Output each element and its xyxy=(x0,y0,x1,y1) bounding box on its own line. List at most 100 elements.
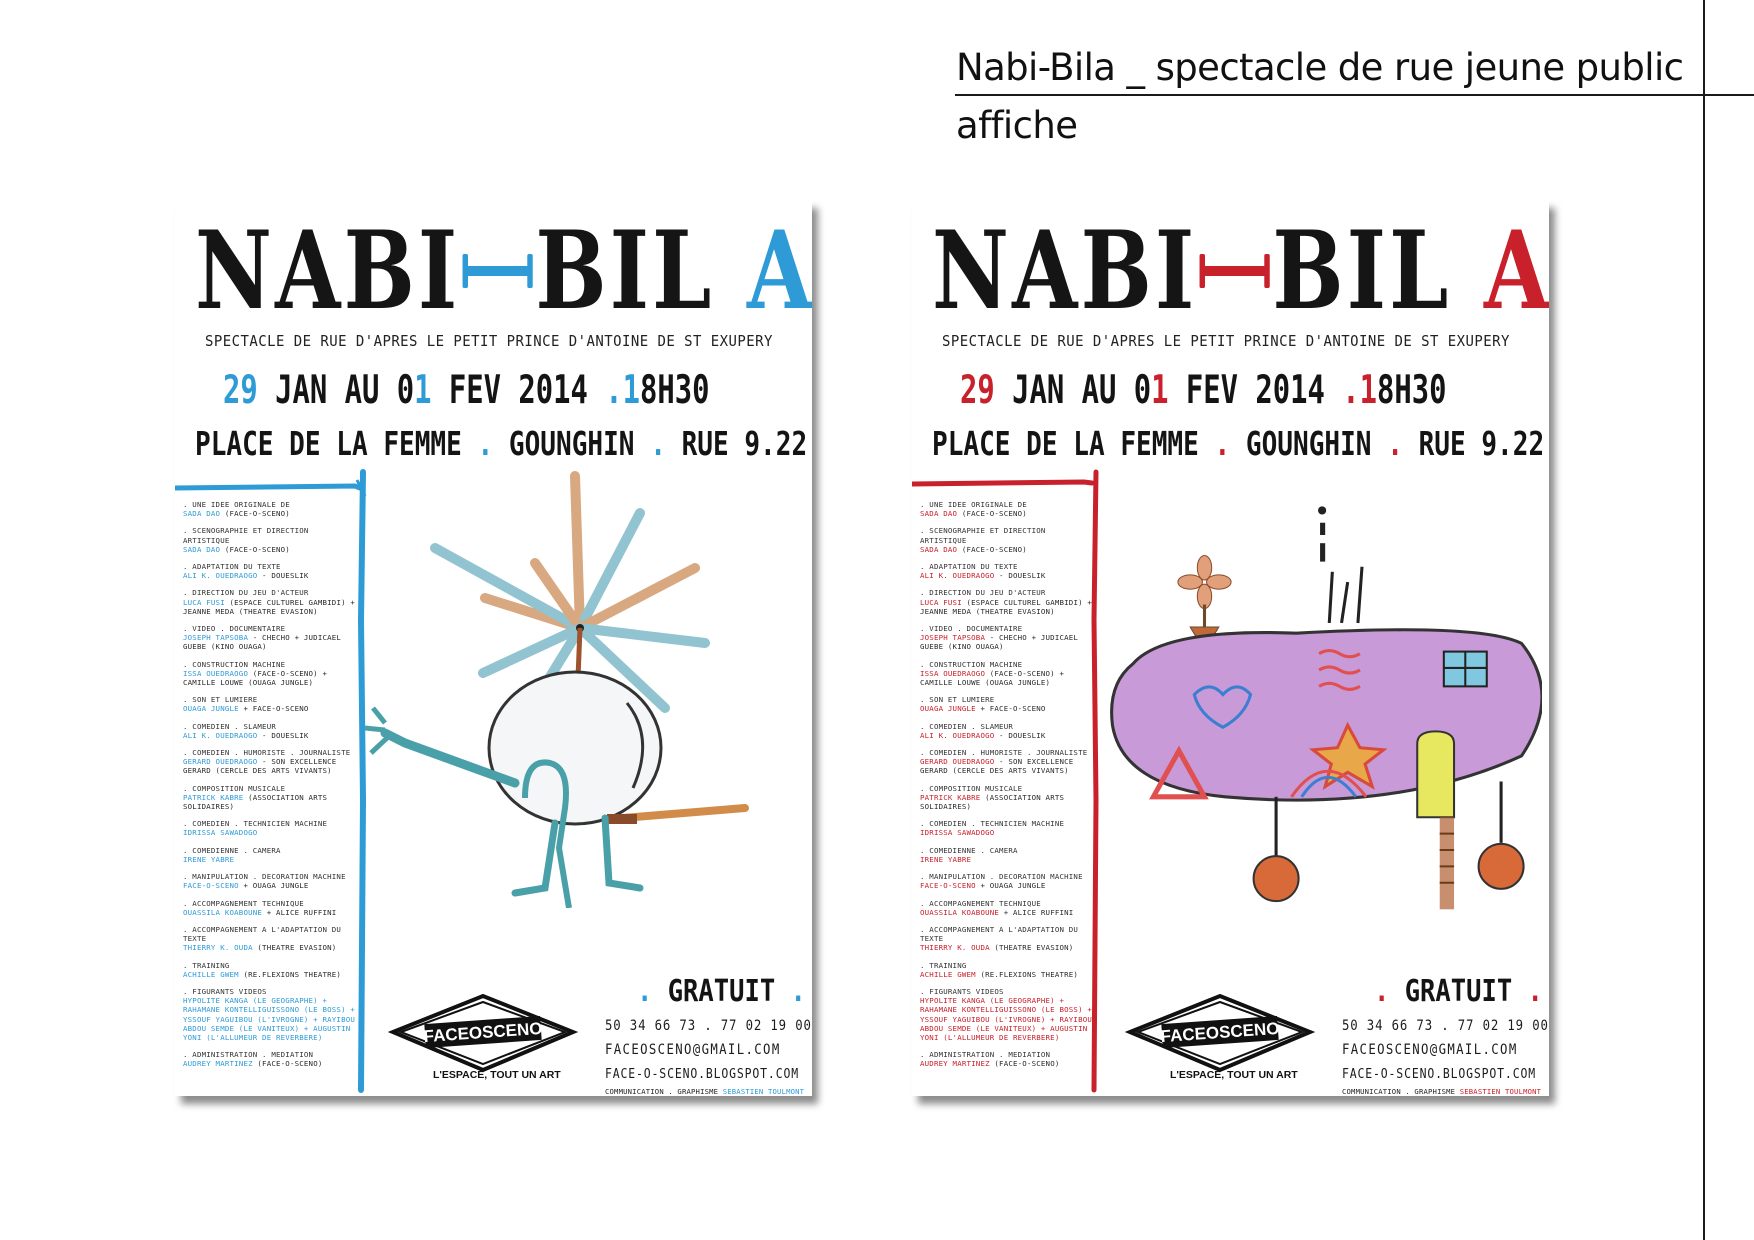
credit-names: ACHILLE GWEM (RE.FLEXIONS THEATRE) xyxy=(183,969,342,979)
credit-item: . SON ET LUMIERE OUAGA JUNGLE + FACE-O-SC… xyxy=(920,695,1095,713)
credit-item: . ACCOMPAGNEMENT TECHNIQUE OUASSILA KOABO… xyxy=(920,899,1095,917)
credits-list: . UNE IDEE ORIGINALE DE SADA DAO (FACE-O-… xyxy=(183,500,358,1077)
blog-address: FACE-O-SCENO.BLOGSPOT.COM xyxy=(1342,1066,1536,1082)
credit-role: . ADAPTATION DU TEXTE xyxy=(183,562,281,572)
faceosceno-logo: FACEOSCENO xyxy=(387,993,579,1073)
credit-item: . ACCOMPAGNEMENT A L'ADAPTATION DU TEXTE… xyxy=(183,925,358,953)
credit-item: . TRAINING ACHILLE GWEM (RE.FLEXIONS THEA… xyxy=(920,961,1095,979)
graphic-credit: COMMUNICATION . GRAPHISME SEBASTIEN TOUL… xyxy=(605,1087,805,1096)
credit-role: . COMPOSITION MUSICALE xyxy=(183,783,286,793)
title-dash xyxy=(1199,253,1270,288)
poster-subtitle: SPECTACLE DE RUE D'APRES LE PETIT PRINCE… xyxy=(205,332,773,350)
credit-role: . ACCOMPAGNEMENT TECHNIQUE xyxy=(183,898,304,908)
credit-item: . COMEDIEN . HUMORISTE . JOURNALISTE GERA… xyxy=(920,748,1095,776)
credit-names: IDRISSA SAWADOGO xyxy=(183,828,258,838)
credit-role: . VIDEO . DOCUMENTAIRE xyxy=(183,624,286,634)
credit-names: HYPOLITE KANGA (LE GEOGRAPHE) + RAHAMANE… xyxy=(183,996,356,1042)
page-subtitle: affiche xyxy=(956,104,1078,147)
credit-role: . FIGURANTS VIDEOS xyxy=(920,986,1004,996)
poster-title: NABI BIL A xyxy=(195,208,812,334)
poster-venue: PLACE DE LA FEMME . GOUNGHIN . RUE 9.22 xyxy=(932,424,1545,463)
credit-item: . ADAPTATION DU TEXTE ALI K. OUEDRAOGO - … xyxy=(183,562,358,580)
credit-role: . CONSTRUCTION MACHINE xyxy=(920,659,1023,669)
phone-numbers: 50 34 66 73 . 77 02 19 00 xyxy=(1342,1018,1549,1034)
robot-helicopter-drawing xyxy=(365,471,749,908)
credit-names: JOSEPH TAPSOBA - CHECHO + JUDICAEL GUEBE… xyxy=(920,633,1079,652)
poster-dates: 29 JAN AU 01 FEV 2014 .18H30 xyxy=(960,368,1447,413)
credit-names: SADA DAO (FACE-O-SCENO) xyxy=(183,509,290,519)
poster-venue: PLACE DE LA FEMME . GOUNGHIN . RUE 9.22 xyxy=(195,424,808,463)
credit-item: . COMEDIEN . TECHNICIEN MACHINE IDRISSA S… xyxy=(920,819,1095,837)
credit-role: . CONSTRUCTION MACHINE xyxy=(183,659,286,669)
credit-role: . ADMINISTRATION . MEDIATION xyxy=(183,1050,314,1060)
flying-machine-drawing xyxy=(1110,506,1542,910)
credit-item: . FIGURANTS VIDEOS HYPOLITE KANGA (LE GEO… xyxy=(183,987,358,1042)
credit-role: . SON ET LUMIERE xyxy=(183,695,258,705)
poster-blue-version: NABI BIL A SPECTACLE DE RUE D'APRES LE PE… xyxy=(175,200,812,1096)
vertical-margin-rule xyxy=(1703,0,1705,1240)
credit-item: . COMEDIENNE . CAMERA IRENE YABRE xyxy=(920,846,1095,864)
credit-role: . ADAPTATION DU TEXTE xyxy=(920,562,1018,572)
credit-role: . VIDEO . DOCUMENTAIRE xyxy=(920,624,1023,634)
credit-role: . DIRECTION DU JEU D'ACTEUR xyxy=(183,588,309,598)
credit-item: . COMPOSITION MUSICALE PATRICK KABRE (ASS… xyxy=(920,784,1095,812)
credit-item: . ADMINISTRATION . MEDIATION AUDREY MARTI… xyxy=(920,1050,1095,1068)
credit-item: . MANIPULATION . DECORATION MACHINE FACE-… xyxy=(183,872,358,890)
poster-frame-lines xyxy=(912,469,1099,1093)
poster-red-version: NABI BIL A SPECTACLE DE RUE D'APRES LE PE… xyxy=(912,200,1549,1096)
credit-names: ISSA OUEDRAOGO (FACE-O-SCENO) + CAMILLE … xyxy=(920,668,1065,688)
credit-role: . COMEDIEN . HUMORISTE . JOURNALISTE xyxy=(183,748,351,758)
credit-role: . DIRECTION DU JEU D'ACTEUR xyxy=(920,588,1046,598)
credit-names: ALI K. OUEDRAOGO - DOUESLIK xyxy=(183,730,309,740)
credit-item: . UNE IDEE ORIGINALE DE SADA DAO (FACE-O-… xyxy=(920,500,1095,518)
credit-names: ALI K. OUEDRAOGO - DOUESLIK xyxy=(183,571,309,581)
credit-names: SADA DAO (FACE-O-SCENO) xyxy=(920,544,1027,554)
email-address: FACEOSCENO@GMAIL.COM xyxy=(605,1042,781,1058)
credit-names: PATRICK KABRE (ASSOCIATION ARTS SOLIDAIR… xyxy=(920,792,1065,812)
credit-role: . COMPOSITION MUSICALE xyxy=(920,783,1023,793)
credit-role: . ACCOMPAGNEMENT TECHNIQUE xyxy=(920,898,1041,908)
credit-item: . SCENOGRAPHIE ET DIRECTION ARTISTIQUE SA… xyxy=(920,526,1095,554)
credit-role: . COMEDIEN . TECHNICIEN MACHINE xyxy=(920,819,1065,829)
credit-item: . COMEDIENNE . CAMERA IRENE YABRE xyxy=(183,846,358,864)
credit-item: . MANIPULATION . DECORATION MACHINE FACE-… xyxy=(920,872,1095,890)
credit-role: . ACCOMPAGNEMENT A L'ADAPTATION DU TEXTE xyxy=(920,924,1079,944)
credit-role: . COMEDIENNE . CAMERA xyxy=(920,845,1018,855)
title-dash xyxy=(462,253,533,288)
credit-names: JOSEPH TAPSOBA - CHECHO + JUDICAEL GUEBE… xyxy=(183,633,342,652)
page-title: Nabi-Bila _ spectacle de rue jeune publi… xyxy=(956,46,1684,89)
credit-names: ACHILLE GWEM (RE.FLEXIONS THEATRE) xyxy=(920,969,1079,979)
credit-role: . TRAINING xyxy=(183,960,230,970)
poster-frame-lines xyxy=(175,469,367,1093)
credit-item: . SON ET LUMIERE OUAGA JUNGLE + FACE-O-SC… xyxy=(183,695,358,713)
credit-names: AUDREY MARTINEZ (FACE-O-SCENO) xyxy=(183,1059,323,1069)
credit-role: . COMEDIEN . SLAMEUR xyxy=(183,721,276,731)
poster-dates: 29 JAN AU 01 FEV 2014 .18H30 xyxy=(223,368,710,413)
credit-role: . UNE IDEE ORIGINALE DE xyxy=(183,500,290,509)
credit-item: . ADMINISTRATION . MEDIATION AUDREY MARTI… xyxy=(183,1050,358,1068)
phone-numbers: 50 34 66 73 . 77 02 19 00 xyxy=(605,1018,812,1034)
credit-role: . ADMINISTRATION . MEDIATION xyxy=(920,1050,1051,1060)
credit-item: . CONSTRUCTION MACHINE ISSA OUEDRAOGO (FA… xyxy=(920,660,1095,688)
credit-item: . VIDEO . DOCUMENTAIRE JOSEPH TAPSOBA - C… xyxy=(920,624,1095,652)
credit-item: . SCENOGRAPHIE ET DIRECTION ARTISTIQUE SA… xyxy=(183,526,358,554)
credit-item: . DIRECTION DU JEU D'ACTEUR LUCA FUSI (ES… xyxy=(920,588,1095,616)
credit-role: . COMEDIENNE . CAMERA xyxy=(183,845,281,855)
credit-item: . TRAINING ACHILLE GWEM (RE.FLEXIONS THEA… xyxy=(183,961,358,979)
credit-names: THIERRY K. OUDA (THEATRE EVASION) xyxy=(183,943,337,953)
credit-item: . COMEDIEN . TECHNICIEN MACHINE IDRISSA S… xyxy=(183,819,358,837)
credit-names: SADA DAO (FACE-O-SCENO) xyxy=(920,509,1027,519)
credit-names: OUASSILA KOABOUNE + ALICE RUFFINI xyxy=(183,907,337,917)
credit-names: SADA DAO (FACE-O-SCENO) xyxy=(183,544,290,554)
credits-list: . UNE IDEE ORIGINALE DE SADA DAO (FACE-O-… xyxy=(920,500,1095,1077)
credit-role: . MANIPULATION . DECORATION MACHINE xyxy=(920,872,1083,882)
credit-item: . COMEDIEN . SLAMEUR ALI K. OUEDRAOGO - D… xyxy=(920,722,1095,740)
credit-names: ISSA OUEDRAOGO (FACE-O-SCENO) + CAMILLE … xyxy=(183,668,328,688)
credit-names: GERARD OUEDRAOGO - SON EXCELLENCE GERARD… xyxy=(183,757,337,776)
poster-subtitle: SPECTACLE DE RUE D'APRES LE PETIT PRINCE… xyxy=(942,332,1510,350)
credit-names: ALI K. OUEDRAOGO - DOUESLIK xyxy=(920,571,1046,581)
credit-item: . COMEDIEN . SLAMEUR ALI K. OUEDRAOGO - D… xyxy=(183,722,358,740)
credit-item: . CONSTRUCTION MACHINE ISSA OUEDRAOGO (FA… xyxy=(183,660,358,688)
credit-names: PATRICK KABRE (ASSOCIATION ARTS SOLIDAIR… xyxy=(183,792,328,812)
credit-names: ALI K. OUEDRAOGO - DOUESLIK xyxy=(920,730,1046,740)
